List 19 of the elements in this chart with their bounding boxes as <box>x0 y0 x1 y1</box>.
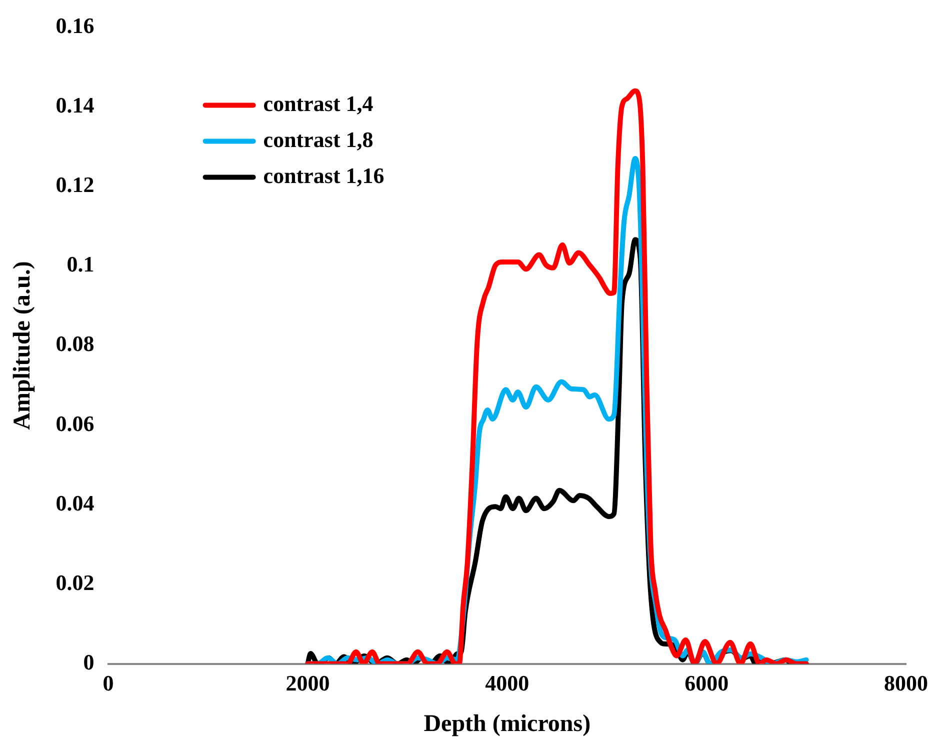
y-tick-label: 0.16 <box>56 12 94 38</box>
x-tick-label: 6000 <box>684 670 729 696</box>
y-tick-label: 0.12 <box>56 172 94 198</box>
x-axis-title: Depth (microns) <box>424 710 591 737</box>
y-tick-label: 0.06 <box>56 410 94 436</box>
y-tick-label: 0.1 <box>66 252 94 277</box>
y-tick-label: 0.14 <box>56 92 94 118</box>
y-axis-title: Amplitude (a.u.) <box>10 261 36 430</box>
x-tick-label: 2000 <box>286 670 330 696</box>
legend-label: contrast 1,4 <box>263 90 374 116</box>
y-tick-label: 0.08 <box>56 331 94 356</box>
y-tick-label: 0 <box>83 649 94 674</box>
legend-label: contrast 1,8 <box>263 126 374 152</box>
x-tick-label: 0 <box>102 670 114 696</box>
legend-label: contrast 1,16 <box>263 162 384 188</box>
x-tick-label: 4000 <box>485 670 530 696</box>
y-tick-label: 0.04 <box>56 490 94 516</box>
y-tick-label: 0.02 <box>56 570 94 595</box>
x-tick-label: 8000 <box>884 670 928 696</box>
